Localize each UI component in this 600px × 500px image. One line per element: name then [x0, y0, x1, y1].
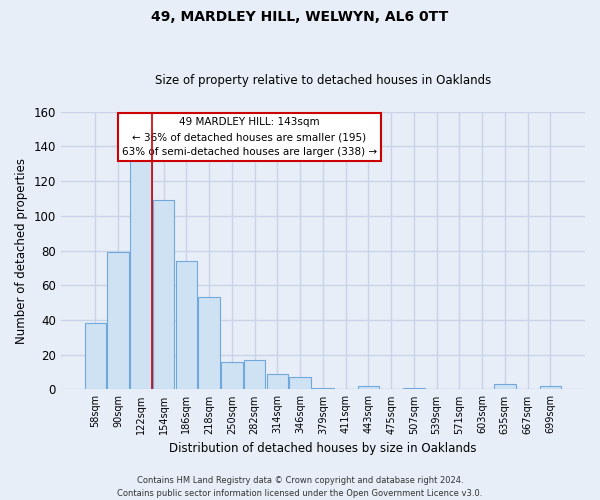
Bar [176, 261, 197, 390]
Bar [312, 388, 334, 390]
Bar [539, 386, 561, 390]
Bar [130, 157, 152, 390]
Y-axis label: Number of detached properties: Number of detached properties [15, 158, 28, 344]
Title: Size of property relative to detached houses in Oaklands: Size of property relative to detached ho… [155, 74, 491, 87]
Bar [107, 252, 129, 390]
Text: Contains HM Land Registry data © Crown copyright and database right 2024.
Contai: Contains HM Land Registry data © Crown c… [118, 476, 482, 498]
Bar [358, 386, 379, 390]
X-axis label: Distribution of detached houses by size in Oaklands: Distribution of detached houses by size … [169, 442, 476, 455]
Text: 49, MARDLEY HILL, WELWYN, AL6 0TT: 49, MARDLEY HILL, WELWYN, AL6 0TT [151, 10, 449, 24]
Bar [85, 324, 106, 390]
Bar [153, 200, 175, 390]
Bar [266, 374, 288, 390]
Bar [221, 362, 243, 390]
Bar [403, 388, 425, 390]
Text: 49 MARDLEY HILL: 143sqm
← 36% of detached houses are smaller (195)
63% of semi-d: 49 MARDLEY HILL: 143sqm ← 36% of detache… [122, 118, 377, 157]
Bar [199, 298, 220, 390]
Bar [494, 384, 515, 390]
Bar [289, 378, 311, 390]
Bar [244, 360, 265, 390]
